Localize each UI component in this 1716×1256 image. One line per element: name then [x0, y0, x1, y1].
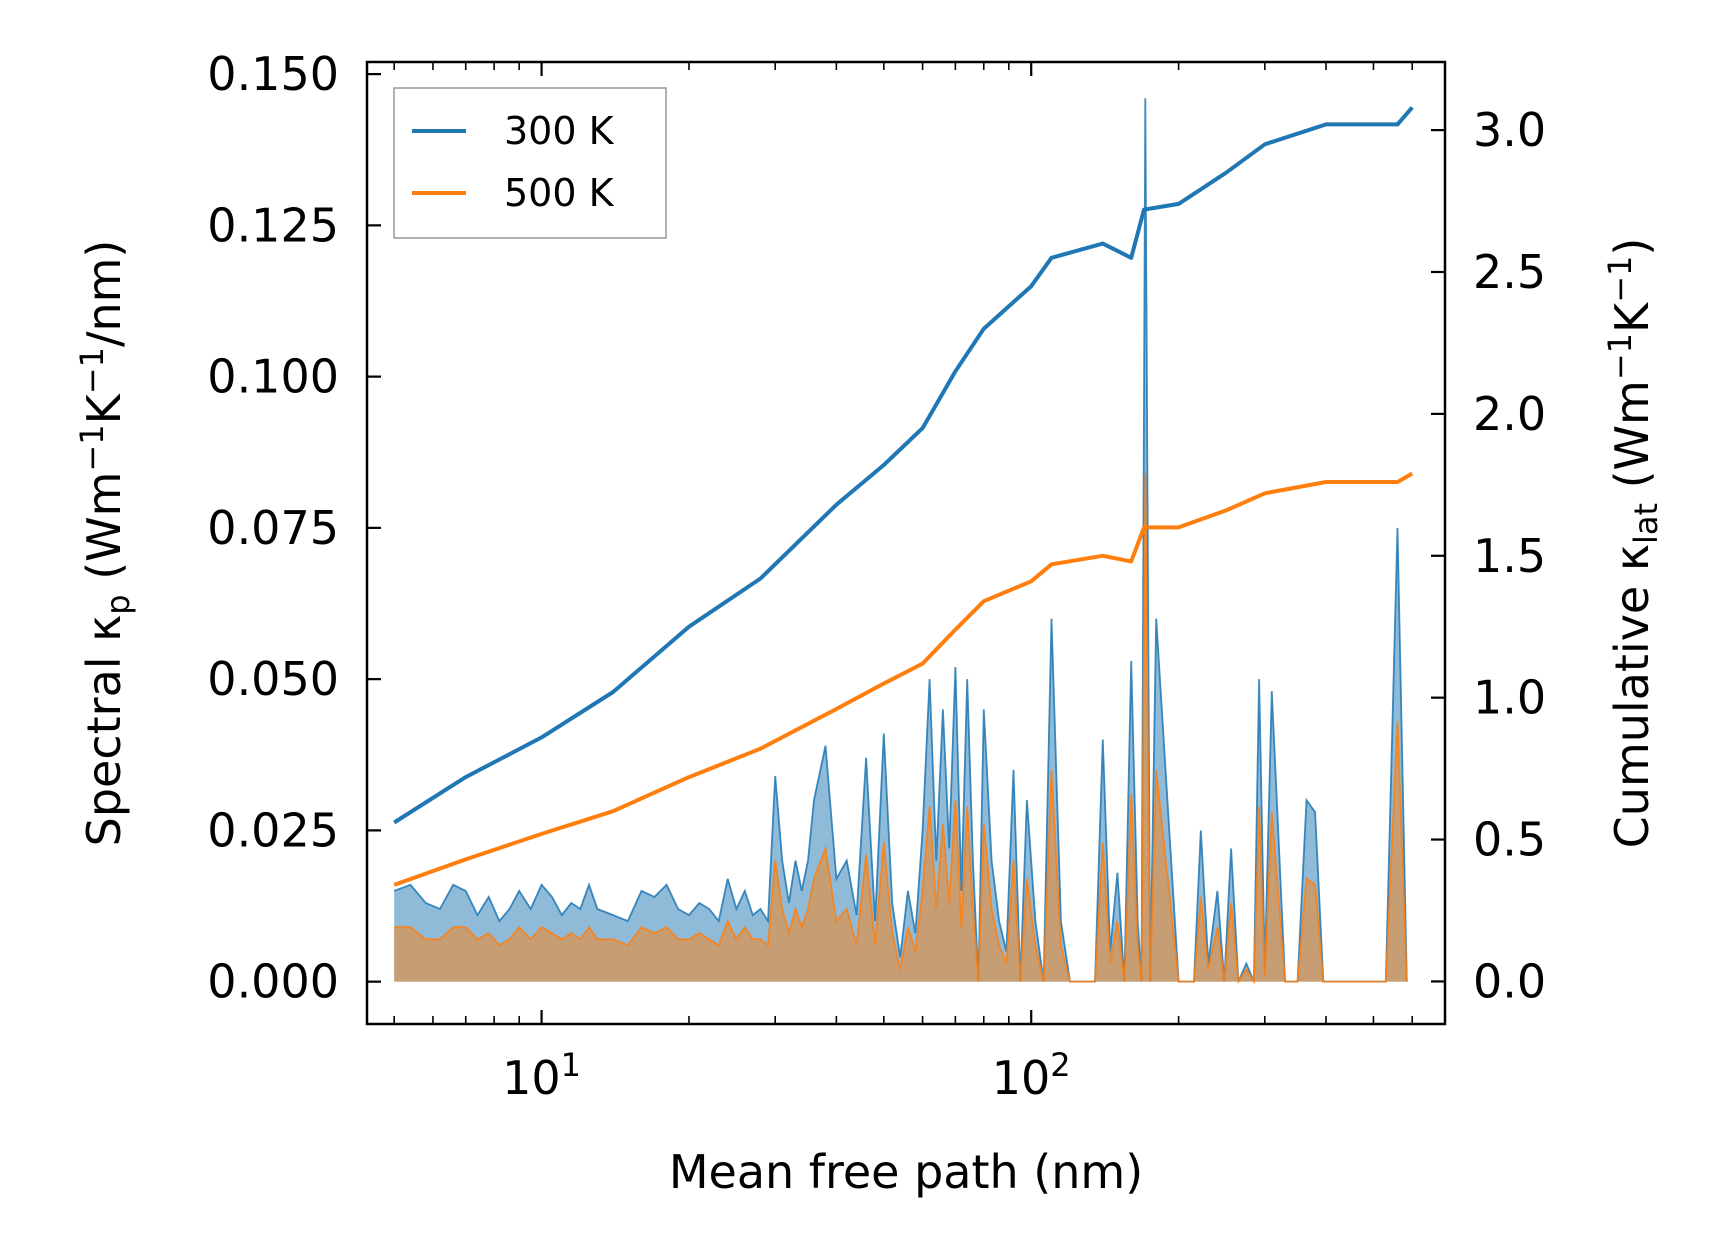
x-tick-label: 101: [502, 1046, 581, 1105]
right-tick-label: 1.0: [1473, 671, 1546, 725]
left-tick-label: 0.125: [207, 198, 339, 252]
legend-label-300k: 300 K: [504, 109, 615, 153]
right-y-axis: 0.0 0.5 1.0 1.5 2.0 2.5 3.0: [1431, 103, 1546, 1008]
x-axis: 101 102: [393, 62, 1446, 1105]
left-tick-label: 0.100: [207, 350, 339, 404]
legend-label-500k: 500 K: [504, 171, 615, 215]
right-tick-label: 1.5: [1473, 529, 1546, 583]
cumulative-line-500k: [393, 471, 1414, 887]
spectral-fills: [393, 98, 1408, 985]
x-tick-label-base: 10: [992, 1051, 1051, 1105]
x-tick-label-base: 10: [502, 1051, 561, 1105]
left-axis-label-unit: (Wm: [77, 472, 131, 595]
right-axis-label-unit: (Wm: [1605, 380, 1659, 503]
left-axis-label-k: K: [77, 392, 131, 424]
cumulative-line-300k: [393, 106, 1414, 825]
right-axis-label-end: ): [1605, 238, 1659, 256]
right-axis-label-main: Cumulative κ: [1605, 544, 1659, 848]
right-tick-label: 2.5: [1473, 245, 1546, 299]
right-axis-label-exp2: −1: [1601, 256, 1639, 303]
left-tick-label: 0.075: [207, 501, 339, 555]
left-axis-label-main: Spectral κ: [77, 615, 131, 847]
series-lines: [393, 106, 1414, 887]
right-tick-label: 0.5: [1473, 813, 1546, 867]
left-tick-label: 0.150: [207, 47, 339, 101]
right-axis-label-sub: lat: [1627, 503, 1665, 544]
legend: 300 K 500 K: [393, 87, 667, 239]
spectral-line-300k: [393, 98, 1408, 983]
left-axis-label-end: /nm): [77, 240, 131, 347]
right-tick-label: 2.0: [1473, 387, 1546, 441]
legend-box: [393, 87, 667, 239]
right-axis-label: Cumulative κlat (Wm−1K−1): [1601, 238, 1665, 849]
x-axis-label: Mean free path (nm): [669, 1145, 1143, 1199]
right-axis-label-k: K: [1605, 301, 1659, 333]
x-tick-label-exponent: 1: [561, 1046, 581, 1084]
right-tick-label: 3.0: [1473, 103, 1546, 157]
spectral-fill-500k: [394, 473, 1407, 982]
right-axis-label-exp1: −1: [1601, 333, 1639, 380]
left-tick-label: 0.050: [207, 652, 339, 706]
left-axis-label-exp2: −1: [73, 347, 111, 394]
left-axis-label-sub: p: [99, 594, 137, 614]
right-tick-label: 0.0: [1473, 954, 1546, 1008]
plot-frame: [365, 60, 1447, 1026]
left-axis-label-exp1: −1: [73, 424, 111, 471]
left-tick-label: 0.025: [207, 803, 339, 857]
spectral-line-500k: [394, 473, 1408, 985]
left-axis-label: Spectral κp (Wm−1K−1/nm): [73, 240, 137, 847]
left-tick-label: 0.000: [207, 955, 339, 1009]
x-tick-label-exponent: 2: [1050, 1046, 1070, 1084]
left-y-axis: 0.000 0.025 0.050 0.075 0.100 0.125 0.150: [207, 47, 381, 1009]
x-tick-label: 102: [992, 1046, 1071, 1105]
